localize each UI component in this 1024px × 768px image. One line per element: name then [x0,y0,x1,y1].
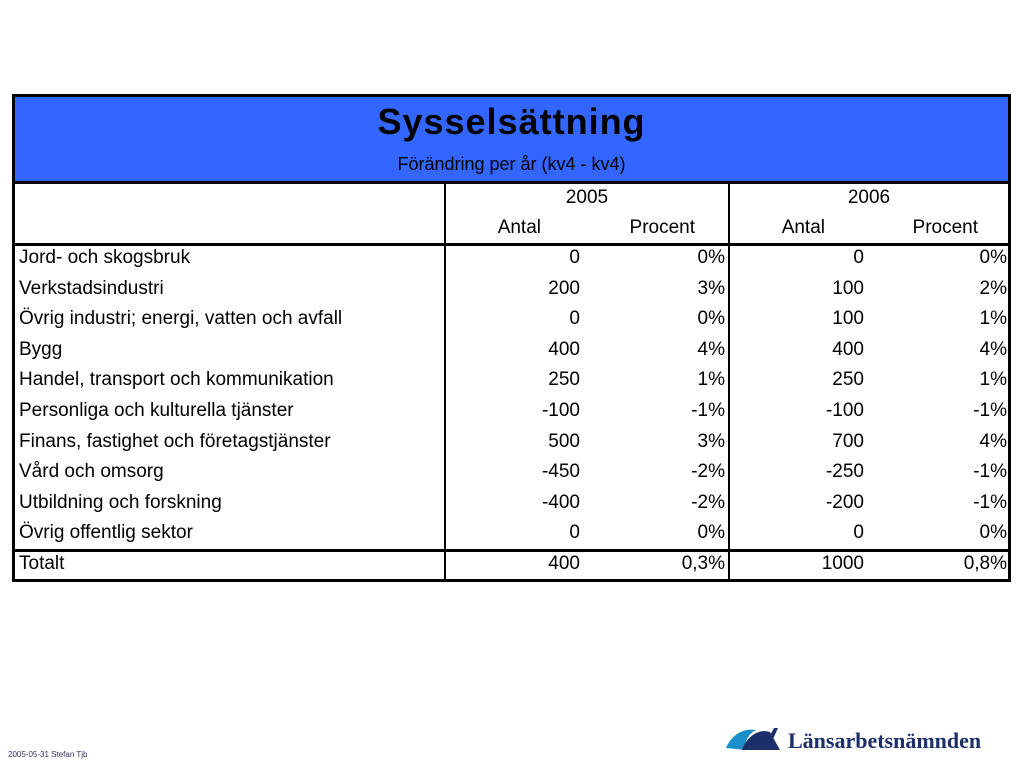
row-value-a2006: 400 [832,338,864,360]
row-label: Handel, transport och kommunikation [19,369,334,391]
row-value-a2005: 200 [548,277,580,299]
row-value-a2006: 700 [832,430,864,452]
lansarbetsnamnden-logo-icon [726,728,780,750]
row-value-a2005: -400 [541,491,580,513]
row-label: Personliga och kulturella tjänster [19,400,294,421]
row-value-p2006: 4% [979,338,1007,360]
row-value-p2005: -2% [691,461,725,483]
row-label: Jord- och skogsbruk [19,247,191,268]
total-label: Totalt [19,553,65,574]
row-value-a2005: 0 [569,308,580,330]
row-label: Övrig industri; energi, vatten och avfal… [19,308,343,330]
row-value-a2006: 250 [832,369,864,391]
row-value-p2005: 0% [697,522,725,544]
divider-year-col [728,184,730,579]
total-antal-2006: 1000 [821,553,864,574]
row-value-a2006: 0 [853,522,864,544]
row-value-p2006: 1% [979,308,1007,330]
row-value-a2006: 0 [853,247,864,268]
row-value-p2006: 0% [979,522,1007,544]
row-label: Finans, fastighet och företagstjänster [19,430,331,452]
row-value-p2005: 0% [697,247,725,268]
subheader-procent-2006: Procent [912,217,978,238]
row-value-p2006: 4% [979,430,1007,452]
row-value-p2006: 2% [979,277,1007,299]
divider-label-col [444,184,446,579]
total-procent-2006: 0,8% [963,553,1007,574]
row-value-a2006: -250 [825,461,864,483]
row-label: Utbildning och forskning [19,491,222,513]
row-value-a2006: -100 [825,400,864,421]
row-label: Verkstadsindustri [19,277,164,299]
row-value-a2005: 400 [548,338,580,360]
row-value-p2005: -2% [691,491,725,513]
row-value-p2005: -1% [691,400,725,421]
row-value-a2005: 500 [548,430,580,452]
employment-table: Sysselsättning Förändring per år (kv4 - … [12,94,1011,582]
row-value-p2005: 0% [697,308,725,330]
row-value-a2005: -450 [541,461,580,483]
total-procent-2005: 0,3% [681,553,725,574]
row-value-p2005: 3% [697,430,725,452]
row-label: Vård och omsorg [19,461,164,483]
title-band: Sysselsättning Förändring per år (kv4 - … [15,97,1008,184]
row-value-p2006: -1% [973,461,1007,483]
row-value-p2006: -1% [973,400,1007,421]
subheader-antal-2005: Antal [497,217,541,238]
row-value-a2006: 100 [832,277,864,299]
row-value-a2005: -100 [541,400,580,421]
row-value-p2005: 3% [697,277,725,299]
row-value-a2006: -200 [825,491,864,513]
row-value-p2005: 4% [697,338,725,360]
row-value-a2006: 100 [832,308,864,330]
row-value-p2005: 1% [697,369,725,391]
footer-date-author: 2005-05-31 Stefan Tjb [8,750,88,759]
row-value-p2006: 1% [979,369,1007,391]
divider-header [15,243,1008,246]
row-value-p2006: -1% [973,491,1007,513]
table-subtitle: Förändring per år (kv4 - kv4) [397,154,626,174]
row-value-a2005: 250 [548,369,580,391]
row-value-p2006: 0% [979,247,1007,268]
year-header-2006: 2006 [847,187,891,208]
row-value-a2005: 0 [569,522,580,544]
row-label: Bygg [19,338,63,360]
table-title: Sysselsättning [377,101,646,142]
divider-total [15,549,1008,552]
total-antal-2005: 400 [548,553,580,574]
row-label: Övrig offentlig sektor [19,522,193,544]
row-value-a2005: 0 [569,247,580,268]
logo-wordmark: Länsarbetsnämnden [788,728,982,753]
subheader-antal-2006: Antal [781,217,825,238]
subheader-procent-2005: Procent [629,217,695,238]
year-header-2005: 2005 [565,187,609,208]
